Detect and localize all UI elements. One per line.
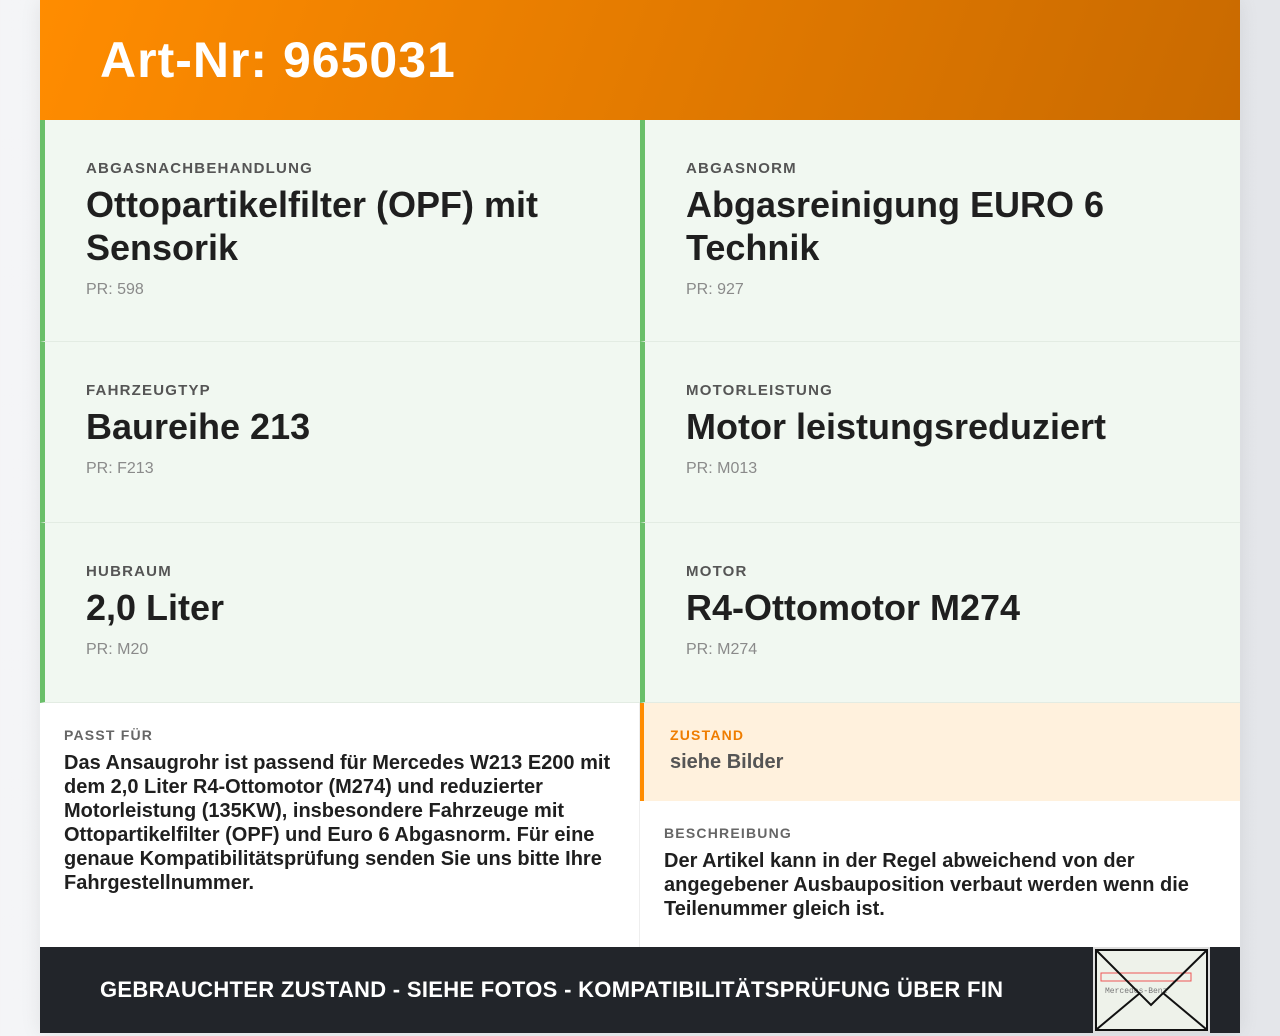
- details: Passt für Das Ansaugrohr ist passend für …: [40, 703, 1240, 947]
- spec-card: Abgasnachbehandlung Ottopartikelfilter (O…: [40, 120, 640, 342]
- spec-card: Abgasnorm Abgasreinigung EURO 6 Technik PR…: [640, 120, 1240, 342]
- header: Art-Nr: 965031: [40, 0, 1240, 120]
- zustand-label: Zustand: [670, 727, 745, 743]
- spec-pr: PR: M274: [686, 641, 758, 658]
- spec-value: 2,0 Liter: [86, 587, 225, 628]
- zustand-section: Zustand siehe Bilder: [640, 703, 1240, 801]
- passt-fuer-section: Passt für Das Ansaugrohr ist passend für …: [40, 703, 640, 947]
- spec-value: Motor leistungsreduziert: [686, 406, 1107, 447]
- article-page: Art-Nr: 965031 Abgasnachbehandlung Ottopa…: [40, 0, 1240, 1033]
- spec-pr: PR: 598: [86, 281, 144, 298]
- beschreibung-section: Beschreibung Der Artikel kann in der Rege…: [640, 801, 1240, 945]
- spec-label: Abgasnachbehandlung: [86, 160, 313, 177]
- spec-card: Fahrzeugtyp Baureihe 213 PR: F213: [40, 342, 640, 523]
- spec-label: Motorleistung: [686, 382, 833, 399]
- spec-grid: Abgasnachbehandlung Ottopartikelfilter (O…: [40, 120, 1240, 703]
- passt-text: Das Ansaugrohr ist passend für Mercedes …: [64, 752, 611, 894]
- spec-value: Baureihe 213: [86, 406, 311, 447]
- spec-label: Hubraum: [86, 563, 172, 580]
- fin-envelope-image: Mercedes-Benz: [1093, 947, 1210, 1033]
- spec-label: Motor: [686, 563, 748, 580]
- spec-card: Motor R4-Ottomotor M274 PR: M274: [640, 523, 1240, 703]
- spec-pr: PR: M20: [86, 641, 149, 658]
- beschreibung-label: Beschreibung: [664, 825, 792, 841]
- spec-label: Abgasnorm: [686, 160, 797, 177]
- spec-card: Hubraum 2,0 Liter PR: M20: [40, 523, 640, 703]
- beschreibung-text: Der Artikel kann in der Regel abweichend…: [664, 850, 1189, 920]
- spec-pr: PR: 927: [686, 281, 744, 298]
- spec-value: Abgasreinigung EURO 6 Technik: [686, 184, 1105, 268]
- spec-pr: PR: M013: [686, 460, 758, 477]
- zustand-value: siehe Bilder: [670, 751, 784, 773]
- passt-label: Passt für: [64, 727, 154, 743]
- spec-value: R4-Ottomotor M274: [686, 587, 1021, 628]
- spec-pr: PR: F213: [86, 460, 154, 477]
- footer-text: GEBRAUCHTER ZUSTAND - SIEHE FOTOS - KOMP…: [100, 977, 1004, 1002]
- footer-banner: GEBRAUCHTER ZUSTAND - SIEHE FOTOS - KOMP…: [40, 947, 1240, 1033]
- spec-label: Fahrzeugtyp: [86, 382, 211, 399]
- article-number: Art-Nr: 965031: [100, 32, 456, 88]
- spec-card: Motorleistung Motor leistungsreduziert PR:…: [640, 342, 1240, 523]
- spec-value: Ottopartikelfilter (OPF) mit Sensorik: [86, 184, 539, 268]
